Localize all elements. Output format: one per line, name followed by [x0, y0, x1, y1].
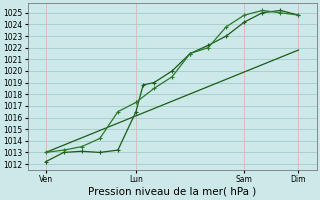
X-axis label: Pression niveau de la mer( hPa ): Pression niveau de la mer( hPa ) — [88, 187, 256, 197]
